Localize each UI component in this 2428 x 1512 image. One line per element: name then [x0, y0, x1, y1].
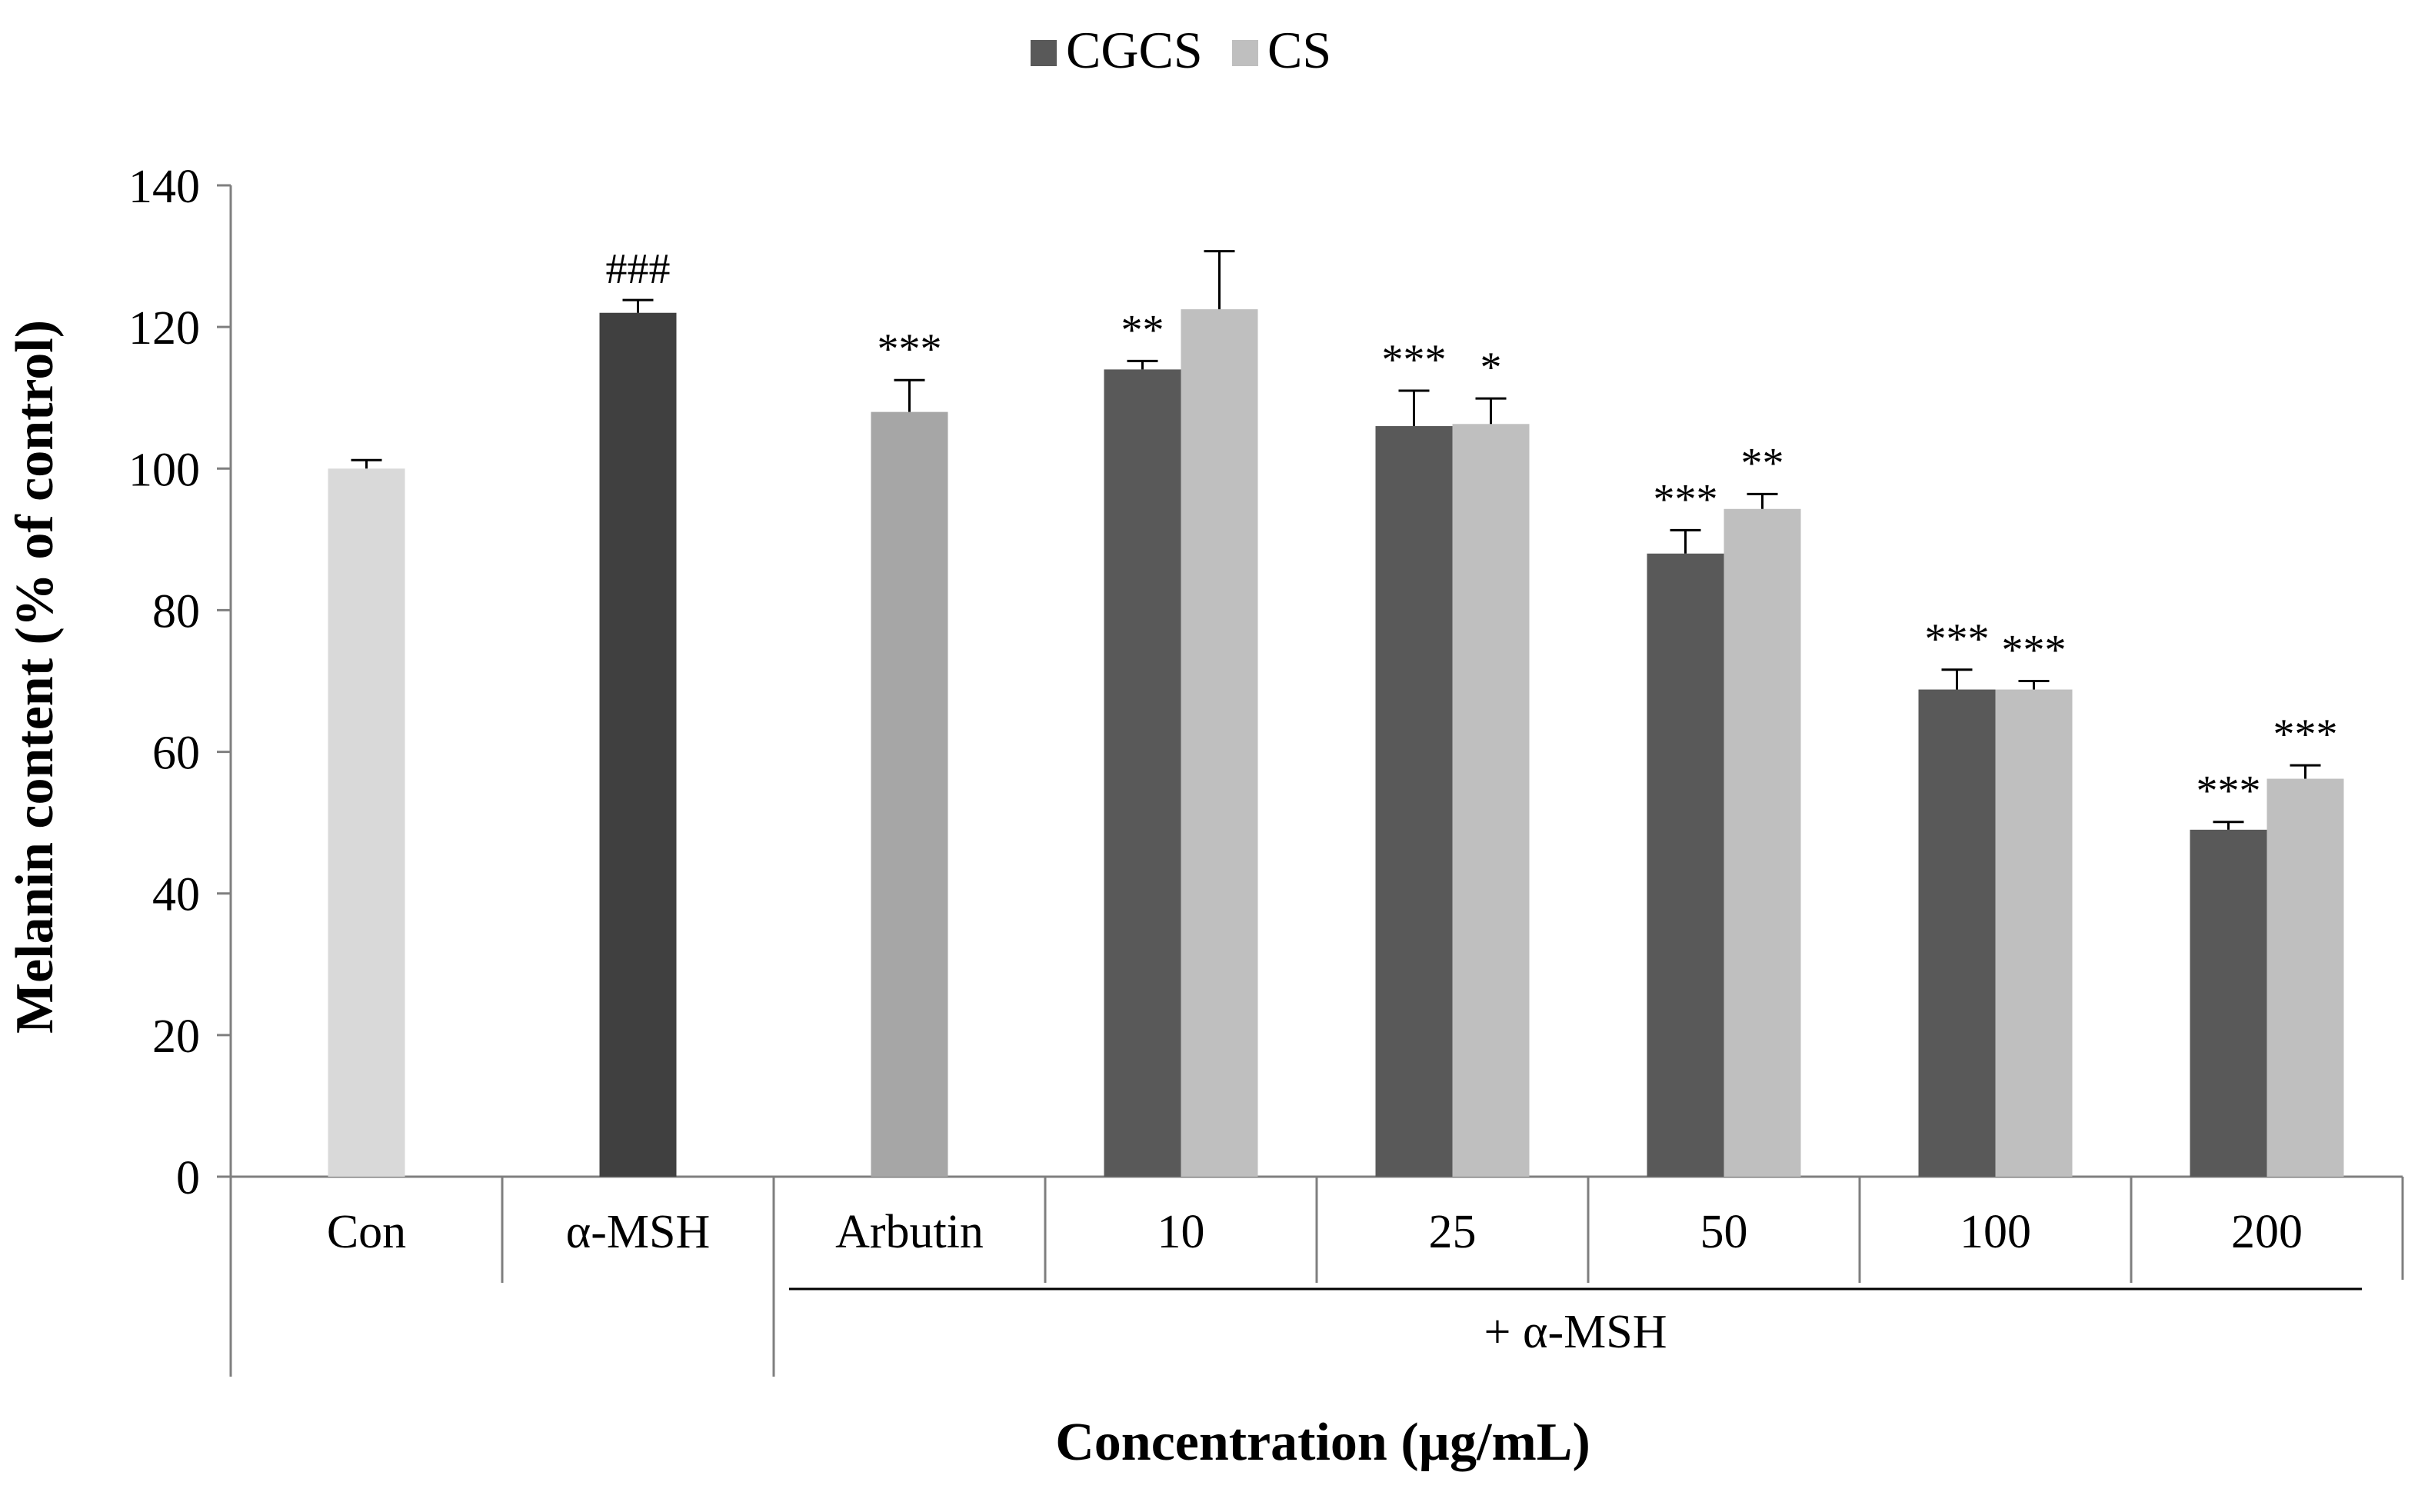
- x-tick-label: 200: [2231, 1206, 2303, 1258]
- bar-cs-25: [1452, 424, 1530, 1177]
- bars: [328, 309, 2344, 1177]
- bar-α-MSH: [599, 312, 677, 1177]
- subgroup-label: + α-MSH: [1484, 1306, 1667, 1358]
- significance-label: ***: [878, 325, 942, 373]
- legend-swatch-cs: [1232, 40, 1258, 66]
- x-tick-label: Arbutin: [835, 1206, 984, 1258]
- legend-swatch-cgcs: [1031, 40, 1057, 66]
- x-tick-label: 25: [1429, 1206, 1477, 1258]
- significance-label: ***: [1654, 475, 1718, 523]
- bar-cgcs-50: [1647, 553, 1724, 1177]
- y-tick-label: 80: [152, 585, 200, 638]
- significance-label: ***: [2002, 627, 2067, 674]
- significance-label: ***: [2273, 711, 2338, 758]
- bar-cs-100: [1995, 689, 2073, 1177]
- bar-cgcs-100: [1918, 689, 1996, 1177]
- x-tick-label: 10: [1157, 1206, 1205, 1258]
- legend: CGCS CS: [1031, 21, 1331, 79]
- legend-label-cgcs: CGCS: [1066, 21, 1203, 79]
- significance-label: ***: [1382, 336, 1447, 384]
- bar-cgcs-200: [2190, 829, 2267, 1177]
- significance-label: **: [1121, 306, 1164, 354]
- y-tick-label: 100: [128, 444, 200, 496]
- bar-cs-200: [2266, 778, 2344, 1177]
- y-axis-title: Melanin content (% of control): [5, 320, 65, 1034]
- bar-cs-10: [1181, 309, 1258, 1177]
- y-tick-label: 120: [128, 302, 200, 355]
- y-tick-label: 140: [128, 161, 200, 213]
- error-bars: [351, 250, 2321, 830]
- significance-label: ###: [606, 245, 671, 293]
- y-tick-label: 20: [152, 1011, 200, 1063]
- y-tick-label: 40: [152, 869, 200, 921]
- bar-cs-50: [1724, 508, 1801, 1177]
- legend-label-cs: CS: [1267, 21, 1331, 79]
- bar-Arbutin: [871, 411, 948, 1177]
- x-tick-label: 50: [1700, 1206, 1748, 1258]
- bar-Con: [328, 468, 405, 1177]
- x-tick-label: 100: [1960, 1206, 2031, 1258]
- bar-cgcs-10: [1104, 369, 1181, 1177]
- significance-label: ***: [2197, 768, 2261, 815]
- x-axis-title: Concentration (µg/mL): [1055, 1413, 1590, 1472]
- y-tick-label: 60: [152, 728, 200, 780]
- significance-label: *: [1480, 344, 1502, 391]
- significance-annotations: ###*** ***** ********* *********: [606, 245, 2338, 815]
- x-tick-label: α-MSH: [566, 1206, 711, 1258]
- significance-label: ***: [1925, 615, 1990, 663]
- y-tick-label: 0: [176, 1152, 200, 1204]
- bar-cgcs-25: [1375, 426, 1453, 1177]
- category-axis: Con α-MSH Arbutin 10 25 50 100 200 + α-MSH: [229, 1177, 2404, 1377]
- x-tick-label: Con: [327, 1206, 406, 1258]
- significance-label: **: [1741, 439, 1784, 487]
